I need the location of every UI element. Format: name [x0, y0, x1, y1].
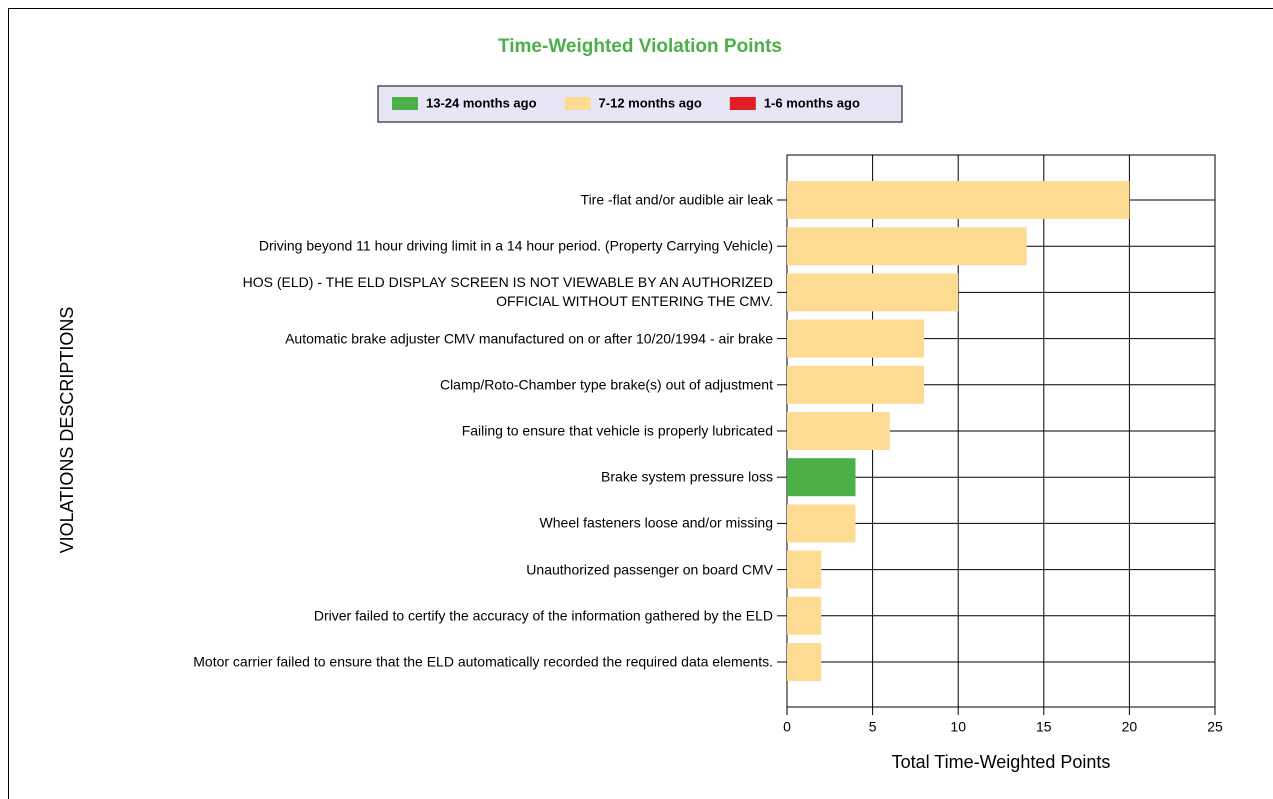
y-tick-label: Unauthorized passenger on board CMV — [526, 561, 773, 578]
y-tick-label: Automatic brake adjuster CMV manufacture… — [285, 330, 773, 347]
bar — [787, 319, 924, 358]
x-tick-label: 25 — [1207, 719, 1223, 735]
bar — [787, 458, 856, 497]
x-tick-label: 0 — [783, 719, 791, 735]
bar — [787, 412, 890, 450]
bar — [787, 550, 822, 589]
legend-label: 1-6 months ago — [764, 95, 860, 110]
x-tick-label: 20 — [1122, 719, 1138, 735]
bar — [787, 365, 924, 404]
bar — [787, 227, 1027, 266]
legend-swatch — [392, 97, 418, 110]
bar — [787, 181, 1130, 219]
x-tick-label: 15 — [1036, 719, 1052, 735]
y-tick-label: Wheel fasteners loose and/or missing — [539, 514, 773, 531]
bar — [787, 504, 856, 543]
bar — [787, 273, 959, 312]
legend-box — [377, 85, 903, 123]
bar — [787, 596, 822, 635]
y-tick-label: Motor carrier failed to ensure that the … — [193, 653, 773, 670]
y-tick-label: Failing to ensure that vehicle is proper… — [461, 422, 773, 439]
bar — [787, 643, 822, 681]
chart-title: Time-Weighted Violation Points — [498, 36, 782, 57]
frame — [8, 8, 1273, 799]
y-tick-label: Driving beyond 11 hour driving limit in … — [258, 237, 773, 254]
y-tick-label: Driver failed to certify the accuracy of… — [313, 607, 773, 624]
legend-label: 7-12 months ago — [599, 95, 702, 110]
y-tick-label: Brake system pressure loss — [601, 468, 773, 485]
x-axis-label: Total Time-Weighted Points — [892, 752, 1111, 772]
legend-swatch — [729, 97, 756, 110]
legend-label: 13-24 months ago — [426, 95, 537, 110]
y-tick-label: Tire -flat and/or audible air leak — [580, 191, 773, 208]
y-tick-label: Clamp/Roto-Chamber type brake(s) out of … — [439, 376, 773, 393]
legend-swatch — [564, 97, 591, 110]
y-tick-label: HOS (ELD) - THE ELD DISPLAY SCREEN IS NO… — [242, 274, 773, 310]
x-tick-label: 10 — [950, 719, 966, 735]
x-tick-label: 5 — [869, 719, 877, 735]
y-axis-label: VIOLATIONS DESCRIPTIONS — [57, 307, 77, 554]
